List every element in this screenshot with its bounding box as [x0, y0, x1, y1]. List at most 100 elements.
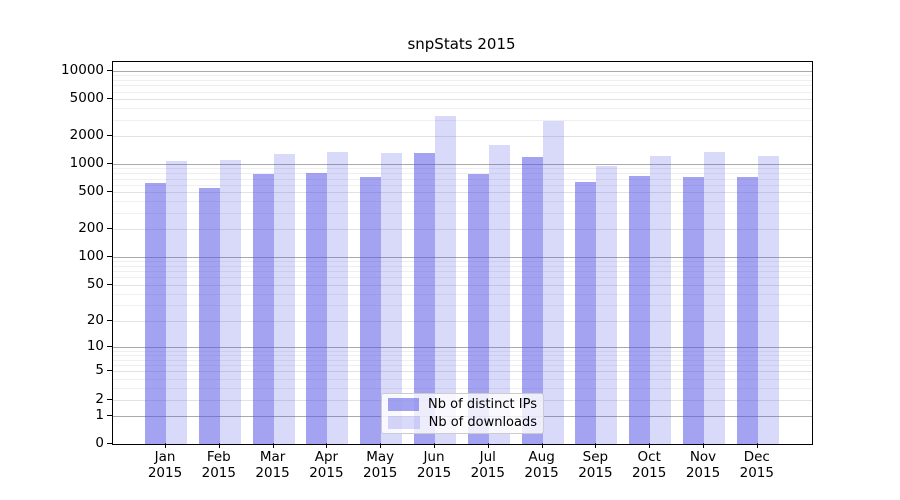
y-tick-label: 20	[86, 311, 104, 328]
bar-distinct-ips-jun	[414, 152, 435, 444]
y-tick-mark	[107, 97, 112, 99]
y-tick-mark	[107, 319, 112, 321]
gridline	[113, 173, 812, 175]
gridline	[113, 271, 812, 273]
x-tick-mark	[595, 443, 597, 448]
gridline	[113, 107, 812, 109]
bar-downloads-feb	[219, 160, 241, 444]
x-tick-label: Nov 2015	[685, 449, 721, 481]
y-tick-label: 200	[78, 220, 104, 237]
bar-downloads-mar	[273, 154, 295, 444]
y-tick-label: 5	[95, 362, 104, 379]
gridline	[113, 293, 812, 295]
y-tick-label: 2	[95, 390, 104, 407]
gridline	[113, 265, 812, 267]
x-tick-label: Jan 2015	[147, 449, 183, 481]
y-tick-label: 100	[78, 248, 104, 264]
legend-label-downloads: Nb of downloads	[428, 414, 537, 430]
x-tick-mark	[380, 443, 382, 448]
y-tick-mark	[107, 345, 112, 347]
y-tick-label: 0	[95, 435, 104, 451]
gridline	[113, 277, 812, 279]
bar-downloads-jul	[488, 145, 510, 444]
x-tick-mark	[649, 443, 651, 448]
x-tick-label: May 2015	[363, 449, 398, 481]
bar-downloads-jun	[435, 115, 456, 444]
legend-label-distinct-ips: Nb of distinct IPs	[428, 397, 537, 413]
gridline	[113, 346, 812, 348]
gridline	[113, 164, 812, 166]
bar-distinct-ips-dec	[736, 176, 758, 444]
gridline	[113, 168, 812, 170]
bar-downloads-aug	[542, 120, 564, 444]
bar-downloads-nov	[704, 152, 725, 444]
bar-distinct-ips-nov	[683, 176, 704, 444]
gridline	[113, 371, 812, 373]
gridline	[113, 304, 812, 306]
x-tick-label: Jun 2015	[416, 449, 452, 481]
x-tick-label: Aug 2015	[524, 449, 559, 481]
gridline	[113, 365, 812, 367]
gridline	[113, 387, 812, 389]
chart-title: snpStats 2015	[407, 35, 516, 53]
x-tick-label: Oct 2015	[632, 449, 667, 481]
gridline	[113, 201, 812, 203]
bar-distinct-ips-apr	[306, 173, 328, 444]
y-tick-label: 50	[86, 275, 104, 292]
bar-downloads-dec	[757, 156, 779, 444]
y-tick-mark	[107, 414, 112, 416]
x-tick-mark	[434, 443, 435, 448]
legend: Nb of distinct IPs Nb of downloads	[381, 393, 544, 434]
y-tick-mark	[107, 69, 112, 71]
gridline	[113, 378, 812, 380]
bar-downloads-apr	[327, 152, 349, 444]
gridline	[113, 184, 812, 186]
bar-distinct-ips-may	[360, 176, 382, 444]
x-tick-mark	[272, 443, 274, 448]
x-tick-mark	[541, 443, 543, 448]
bar-distinct-ips-aug	[521, 157, 543, 444]
x-tick-mark	[756, 443, 758, 448]
y-tick-mark	[107, 163, 112, 165]
bar-distinct-ips-jul	[467, 173, 489, 444]
gridline	[113, 79, 812, 81]
x-tick-label: Jul 2015	[470, 449, 505, 481]
y-tick-mark	[107, 135, 112, 136]
y-tick-mark	[107, 398, 112, 400]
plot-area: Nb of distinct IPs Nb of downloads	[112, 61, 813, 445]
y-tick-label: 5000	[69, 89, 104, 106]
gridline	[113, 91, 812, 93]
y-tick-label: 1000	[69, 155, 104, 172]
gridline	[113, 257, 812, 258]
x-tick-mark	[703, 443, 704, 448]
legend-item-downloads: Nb of downloads	[388, 415, 537, 430]
x-tick-mark	[326, 443, 328, 448]
bar-downloads-may	[381, 153, 403, 444]
bar-distinct-ips-mar	[252, 174, 274, 444]
gridline	[113, 355, 812, 356]
y-tick-label: 10	[86, 337, 104, 354]
bar-downloads-jan	[166, 161, 187, 444]
gridline	[113, 192, 812, 194]
legend-item-distinct-ips: Nb of distinct IPs	[388, 397, 537, 412]
bar-downloads-oct	[650, 156, 672, 444]
y-tick-label: 10000	[61, 61, 104, 78]
gridline	[113, 284, 812, 286]
gridline	[113, 178, 812, 180]
x-tick-label: Dec 2015	[739, 449, 774, 481]
legend-swatch-downloads	[388, 415, 420, 429]
gridline	[113, 98, 812, 100]
x-tick-label: Sep 2015	[578, 449, 613, 481]
y-tick-label: 1	[95, 406, 104, 423]
bar-distinct-ips-oct	[629, 175, 651, 444]
bar-distinct-ips-sep	[575, 181, 597, 444]
y-tick-mark	[107, 228, 112, 230]
x-tick-mark	[487, 443, 489, 448]
gridline	[113, 119, 812, 121]
y-tick-mark	[107, 370, 112, 372]
gridline	[113, 359, 812, 361]
gridline	[113, 261, 812, 263]
y-tick-mark	[107, 443, 112, 444]
x-tick-mark	[218, 443, 220, 448]
